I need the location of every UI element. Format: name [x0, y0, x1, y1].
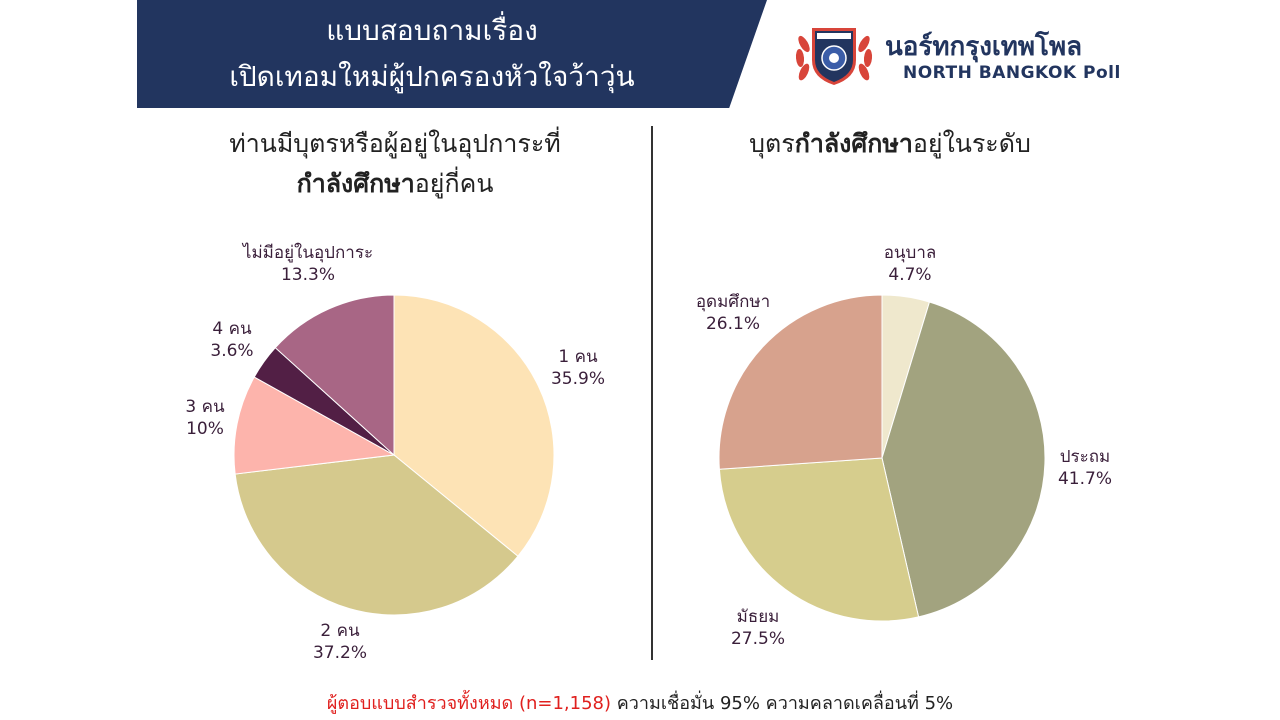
chart-divider [651, 126, 653, 660]
right-title-part1: บุตร [749, 129, 795, 158]
left-slice-label-1: 2 คน 37.2% [313, 620, 367, 664]
left-slice-label-4: ไม่มีอยู่ในอุปการะ 13.3% [243, 242, 373, 286]
left-slice-name-1: 2 คน [320, 621, 360, 641]
right-slice-label-0: อนุบาล 4.7% [884, 242, 937, 286]
footer-sample-size: ผู้ตอบแบบสำรวจทั้งหมด (n=1,158) [326, 693, 612, 714]
left-slice-name-0: 1 คน [558, 347, 598, 367]
right-pie-slice-1 [881, 301, 1046, 618]
right-slice-value-1: 41.7% [1057, 469, 1113, 489]
header-title: แบบสอบถามเรื่อง เปิดเทอมใหม่ผู้ปกครองหัว… [137, 8, 727, 100]
right-title-part2: อยู่ในระดับ [912, 129, 1031, 158]
header-band [137, 0, 767, 108]
header-title-line2: เปิดเทอมใหม่ผู้ปกครองหัวใจว้าวุ่น [229, 60, 635, 93]
left-pie-slice-4 [274, 294, 395, 457]
right-slice-name-0: อนุบาล [883, 243, 937, 263]
left-slice-name-3: 4 คน [212, 319, 252, 339]
right-slice-name-1: ประถม [1059, 447, 1111, 467]
right-slice-value-0: 4.7% [888, 265, 932, 285]
north-bangkok-poll-logo [795, 28, 873, 85]
right-slice-name-3: อุดมศึกษา [695, 292, 771, 312]
right-slice-name-2: มัธยม [736, 607, 780, 627]
left-slice-name-4: ไม่มีอยู่ในอุปการะ [242, 243, 374, 263]
right-title-bold: กำลังศึกษา [794, 129, 913, 158]
left-slice-label-2: 3 คน 10% [185, 396, 224, 440]
right-pie-slice-2 [718, 457, 920, 622]
left-title-bold: กำลังศึกษา [296, 169, 415, 198]
left-slice-label-3: 4 คน 3.6% [210, 318, 253, 362]
left-slice-label-0: 1 คน 35.9% [551, 346, 605, 390]
brand-name-th: นอร์ทกรุงเทพโพล [885, 32, 1083, 62]
left-slice-value-3: 3.6% [210, 341, 254, 361]
left-slice-name-2: 3 คน [185, 397, 225, 417]
left-slice-value-2: 10% [186, 419, 224, 439]
left-pie-slice-1 [234, 454, 519, 616]
left-title-part1: ท่านมีบุตรหรือผู้อยู่ในอุปการะที่ [229, 129, 561, 158]
survey-footer: ผู้ตอบแบบสำรวจทั้งหมด (n=1,158) ความเชื่… [0, 688, 1280, 717]
left-slice-value-4: 13.3% [280, 265, 335, 285]
right-slice-value-3: 26.1% [705, 314, 761, 334]
right-slice-value-2: 27.5% [730, 629, 786, 649]
right-pie-slice-3 [718, 294, 883, 470]
left-slice-value-0: 35.9% [550, 369, 606, 389]
left-pie-slice-2 [233, 376, 396, 475]
brand-name-en: NORTH BANGKOK Poll [903, 63, 1121, 83]
right-slice-label-3: อุดมศึกษา 26.1% [696, 291, 770, 335]
left-title-part2: อยู่กี่คน [414, 169, 494, 198]
right-chart-title: บุตรกำลังศึกษาอยู่ในระดับ [680, 124, 1100, 164]
left-chart-title: ท่านมีบุตรหรือผู้อยู่ในอุปการะที่ กำลังศ… [175, 124, 615, 204]
right-slice-label-1: ประถม 41.7% [1058, 446, 1112, 490]
footer-confidence: ความเชื่อมั่น 95% ความคลาดเคลื่อนที่ 5% [611, 693, 954, 714]
left-slice-value-1: 37.2% [312, 643, 368, 663]
header-title-line1: แบบสอบถามเรื่อง [326, 14, 538, 47]
right-slice-label-2: มัธยม 27.5% [731, 606, 785, 650]
left-pie-slice-0 [393, 294, 555, 557]
